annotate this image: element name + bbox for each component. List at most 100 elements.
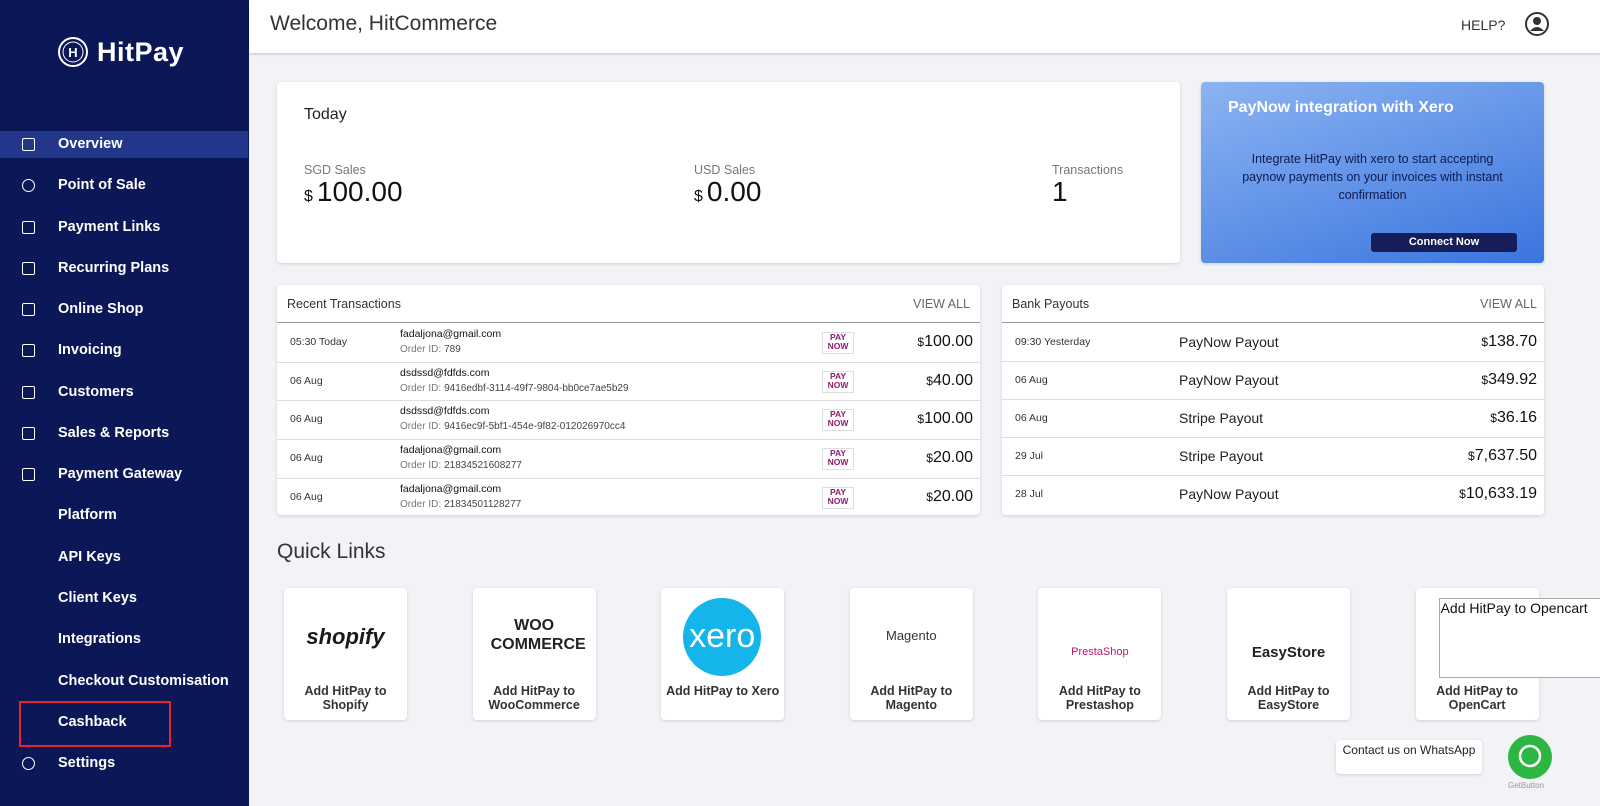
currency: $ [926,451,933,466]
quick-link-card[interactable]: WOO COMMERCE Add HitPay to WooCommerce [472,588,596,720]
nav-item[interactable]: Invoicing [58,342,122,359]
nav-item[interactable]: Overview [58,136,123,152]
order-label: Order ID: [400,344,442,355]
row-divider [1002,475,1544,476]
row-email: fadaljona@gmail.com [400,328,502,340]
stat-label: USD Sales [694,163,756,177]
quick-link-card[interactable]: EasyStore Add HitPay to EasyStore [1227,588,1350,720]
quick-link-card[interactable]: xero Add HitPay to Xero [661,588,785,720]
row-time: 06 Aug [1015,374,1048,386]
paynow-badge: PAY NOW [822,370,854,393]
nav-item[interactable]: Client Keys [58,589,137,606]
row-amount: $100.00 [917,333,973,351]
credit: GetButton [1508,781,1545,790]
stat-value: 1 [1052,176,1068,208]
nav-item[interactable]: Sales & Reports [58,424,170,441]
connect-button[interactable]: Connect Now [1371,233,1517,252]
nav-item[interactable]: Recurring Plans [58,259,170,276]
badge-top: PAY [829,409,847,420]
row-amount: $7,637.50 [1468,447,1537,465]
quick-link-card[interactable]: PrestaShop Add HitPay to Prestashop [1038,588,1162,720]
quick-link-logo: xero [683,598,762,676]
nav-item[interactable]: Settings [58,755,116,772]
order-label: Order ID: [400,460,442,472]
order-label: Order ID: [400,421,442,433]
whatsapp-button[interactable] [1508,735,1552,779]
nav-item[interactable]: Payment Gateway [58,466,183,483]
quick-link-label: Add HitPay to Magento [870,684,953,712]
currency: $ [917,412,925,427]
sidebar: H HitPay Overview Point of Sale Payment Li… [0,0,249,806]
nav-item[interactable]: Payment Links [58,218,161,235]
order-id: 21834521608277 [444,460,522,472]
row-order: Order ID: 9416edbf-3114-49f7-9804-bb0ce7a… [400,383,629,394]
row-amount: $20.00 [926,488,973,506]
active-nav-bg [0,131,248,158]
row-order: Order ID: 21834521608277 [400,460,522,471]
logo-letter: H [68,45,77,60]
quick-link-card[interactable]: Magento Add HitPay to Magento [849,588,973,720]
row-time: 06 Aug [290,490,323,503]
today-title: Today [304,106,347,123]
currency: $ [917,335,925,349]
row-divider [277,400,980,402]
currency: $ [926,373,933,388]
help-link[interactable]: HELP? [1461,17,1506,33]
row-amount: $36.16 [1490,409,1537,427]
stat-value: $100.00 [304,176,403,208]
stat-number: 0.00 [706,176,762,207]
nav-icon [22,468,35,482]
order-id: 21834501128277 [444,498,522,510]
quick-link-card[interactable]: Add HitPay to Opencart Add HitPay to Open… [1415,588,1600,720]
nav-item[interactable]: Point of Sale [58,177,146,194]
paynow-badge: PAY NOW [822,332,854,354]
order-id: 9416edbf-3114-49f7-9804-bb0ce7ae5b29 [444,382,629,394]
view-all[interactable]: VIEW ALL [913,297,970,311]
stat-label: SGD Sales [304,163,366,177]
whatsapp-bubble[interactable]: Contact us on WhatsApp [1336,740,1482,774]
row-name: PayNow Payout [1179,372,1279,388]
nav-icon [22,757,35,771]
row-divider [277,439,980,441]
quick-link-label: Add HitPay to Shopify [304,684,387,712]
recent-card: Recent Transactions VIEW ALL 05:30 Today… [277,285,980,515]
amount: 20.00 [932,487,973,505]
payouts-card: Bank Payouts VIEW ALL 09:30 Yesterday Pay… [1002,285,1544,515]
nav-icon [22,344,35,358]
stat-value: $0.00 [694,176,761,208]
currency: $ [1481,335,1489,349]
currency: $ [926,489,933,504]
nav-item[interactable]: API Keys [58,548,121,565]
badge-bottom: NOW [827,457,849,468]
quick-link-card[interactable]: shopify Add HitPay to Shopify [284,588,407,720]
recent-title: Recent Transactions [287,297,401,311]
nav-item[interactable]: Cashback [58,713,127,730]
nav-item[interactable]: Integrations [58,631,141,648]
quick-link-label: Add HitPay to EasyStore [1247,684,1330,712]
row-email: dsdssd@fdfds.com [400,405,490,418]
divider [277,322,980,323]
promo-title: PayNow integration with Xero [1228,99,1454,116]
row-amount: $138.70 [1481,333,1537,351]
nav-item[interactable]: Customers [58,383,134,400]
row-time: 28 Jul [1015,488,1044,500]
row-time: 06 Aug [290,374,323,387]
row-email: dsdssd@fdfds.com [400,366,490,379]
nav-item[interactable]: Online Shop [58,301,144,318]
row-email: fadaljona@gmail.com [400,444,502,457]
row-time: 29 Jul [1015,450,1044,462]
nav-item[interactable]: Checkout Customisation [58,672,229,689]
currency: $ [1481,373,1489,387]
view-all[interactable]: VIEW ALL [1480,297,1537,311]
amount: 100.00 [924,410,973,428]
currency: $ [1468,449,1475,463]
row-amount: $100.00 [917,410,973,428]
row-email: fadaljona@gmail.com [400,482,502,495]
row-divider [1002,437,1544,438]
nav-item[interactable]: Platform [58,507,117,524]
avatar[interactable] [1525,12,1549,36]
nav-icon [22,426,35,440]
row-amount: $349.92 [1481,371,1537,389]
order-label: Order ID: [400,498,442,510]
